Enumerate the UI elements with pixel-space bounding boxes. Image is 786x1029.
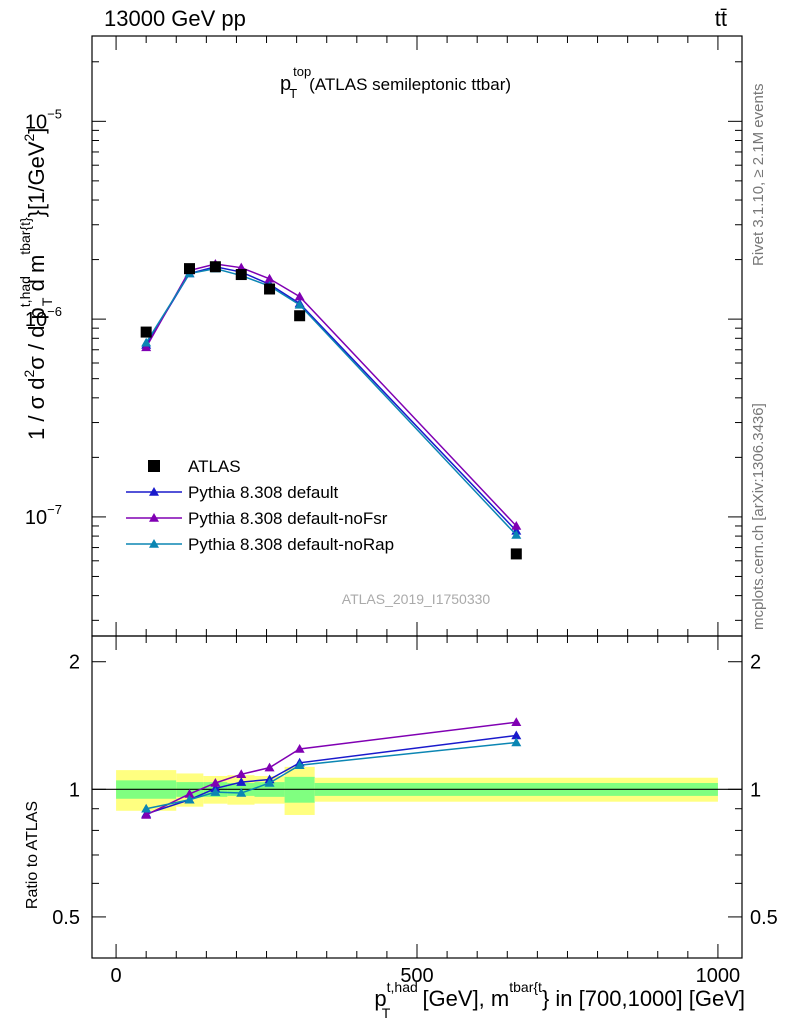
- ratio-point: [294, 743, 305, 753]
- upper-y-axis-label: 1 / σ d2σ / d pt,had T d mtbar{t}}[1/GeV2…: [17, 128, 55, 440]
- ratio-point: [264, 762, 275, 772]
- x-axis-label: pt,had T [GeV], mtbar{t} in [700,1000] [G…: [374, 979, 745, 1021]
- series-point: [141, 342, 152, 352]
- upper-series-group: [140, 258, 522, 560]
- lower-y-tick-label: 2: [69, 652, 80, 674]
- lower-y-tick-label-right: 1: [750, 779, 761, 801]
- ratio-point: [511, 737, 522, 747]
- legend: ATLAS Pythia 8.308 default Pythia 8.308 de…: [126, 457, 394, 554]
- plot-title: ptop T (ATLAS semileptonic ttbar): [280, 64, 511, 101]
- atlas-data-point: [264, 283, 276, 295]
- series-point: [511, 520, 522, 530]
- ratio-point: [294, 760, 305, 769]
- lower-y-axis-label: Ratio to ATLAS: [24, 801, 41, 909]
- series-point: [294, 299, 305, 309]
- ratio-point: [511, 717, 522, 726]
- series-point: [141, 337, 152, 347]
- lower-y-tick-label: 1: [69, 779, 80, 801]
- legend-entry: Pythia 8.308 default-noRap: [126, 535, 394, 554]
- ratio-point: [511, 730, 522, 740]
- rivet-version-label: Rivet 3.1.10, ≥ 2.1M events: [750, 84, 767, 267]
- legend-marker-triangle: [149, 513, 159, 522]
- upper-y-tick-label: 10−6: [25, 304, 62, 331]
- analysis-watermark: ATLAS_2019_I1750330: [342, 591, 491, 607]
- ratio-point: [236, 777, 247, 786]
- upper-y-tick-label: 10−7: [25, 502, 62, 529]
- header-process-label: tt̄: [715, 6, 727, 31]
- series-point: [511, 530, 522, 539]
- atlas-data-point: [235, 269, 247, 281]
- legend-marker-square: [148, 460, 160, 472]
- ratio-point: [236, 788, 247, 797]
- ratio-point: [264, 777, 275, 787]
- legend-label: Pythia 8.308 default: [188, 483, 339, 502]
- series-point: [294, 291, 305, 301]
- legend-marker-triangle: [149, 539, 159, 548]
- lower-y-tick-label-right: 2: [750, 652, 761, 674]
- mcplots-label: mcplots.cern.ch [arXiv:1306.3436]: [750, 403, 767, 630]
- x-tick-label: 500: [400, 965, 433, 987]
- legend-entry: ATLAS: [148, 457, 241, 476]
- axes-group: 10−7 10−6 10−5 0.5 0.5 1 1 2 2 0 500 1000: [25, 35, 778, 987]
- lower-y-tick-label: 0.5: [52, 907, 80, 929]
- ratio-point: [141, 803, 152, 813]
- legend-label: ATLAS: [188, 457, 241, 476]
- ratio-series-group: [141, 717, 522, 819]
- atlas-data-point: [510, 548, 522, 560]
- upper-y-tick-label: 10−5: [25, 106, 62, 133]
- header-energy-label: 13000 GeV pp: [104, 6, 246, 31]
- lower-y-tick-label-right: 0.5: [750, 907, 778, 929]
- atlas-data-point: [184, 263, 195, 275]
- x-tick-label: 0: [111, 965, 122, 987]
- atlas-data-point: [294, 310, 306, 322]
- ratio-point: [236, 769, 247, 779]
- ratio-point: [184, 794, 195, 804]
- legend-label: Pythia 8.308 default-noFsr: [188, 509, 388, 528]
- legend-marker-triangle: [149, 487, 159, 496]
- legend-entry: Pythia 8.308 default: [126, 483, 339, 502]
- ratio-point: [210, 787, 221, 796]
- legend-label: Pythia 8.308 default-noRap: [188, 535, 394, 554]
- x-tick-label: 1000: [696, 965, 741, 987]
- ratio-point: [141, 809, 152, 819]
- ratio-point: [210, 777, 221, 787]
- ratio-point: [184, 788, 195, 798]
- series-point: [264, 273, 275, 283]
- atlas-data-point: [209, 261, 221, 273]
- atlas-data-point: [140, 326, 152, 338]
- legend-entry: Pythia 8.308 default-noFsr: [126, 509, 388, 528]
